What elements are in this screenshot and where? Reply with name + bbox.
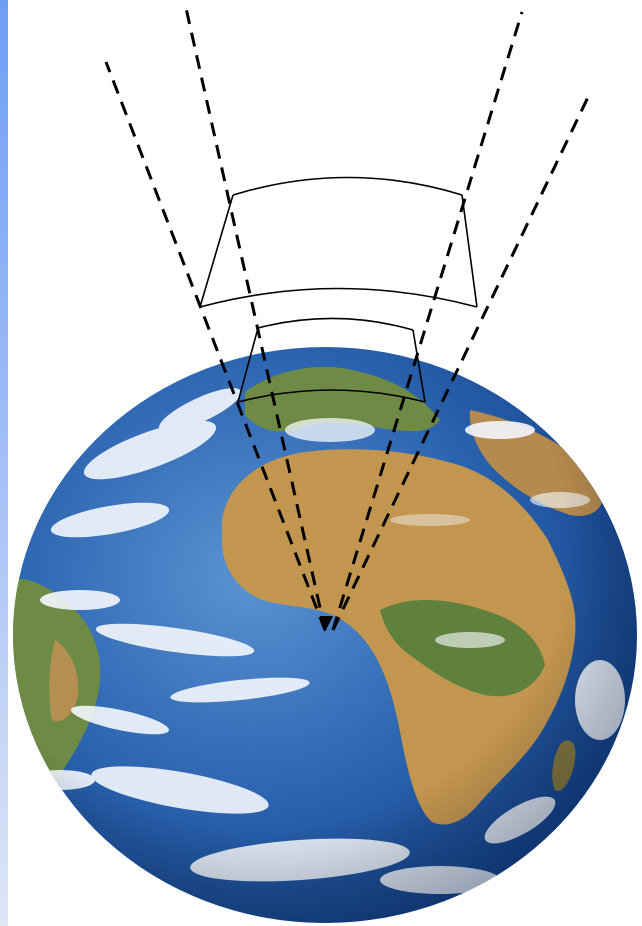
frame-lower-right-side xyxy=(412,329,426,403)
frame-upper-left-side xyxy=(199,194,234,308)
cone-inner-right-edge xyxy=(331,11,524,631)
cone-apex-marker xyxy=(320,616,333,632)
projection-cones xyxy=(104,7,592,631)
frame-upper-right-side xyxy=(461,194,478,308)
frame-upper-top-arc xyxy=(232,176,463,196)
frame-upper xyxy=(199,176,478,308)
earth-globe xyxy=(13,347,637,923)
cone-outer-left-edge xyxy=(104,61,327,631)
cone-inner-left-edge xyxy=(184,7,327,631)
cone-outer-right-edge xyxy=(331,92,592,631)
slide-side-bar xyxy=(0,0,8,926)
frame-lower-top-arc xyxy=(257,317,414,331)
frame-upper-bottom-arc xyxy=(199,287,478,308)
frame-lower xyxy=(237,317,426,403)
frame-lower-bottom-arc xyxy=(237,389,426,403)
frame-lower-left-side xyxy=(237,327,259,403)
